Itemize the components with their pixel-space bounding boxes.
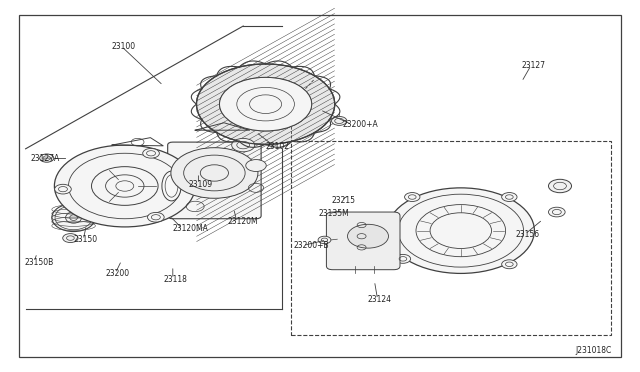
Circle shape bbox=[502, 193, 517, 202]
Circle shape bbox=[54, 184, 71, 194]
Circle shape bbox=[348, 224, 388, 248]
Text: 23150B: 23150B bbox=[24, 258, 54, 267]
Ellipse shape bbox=[52, 204, 95, 231]
Text: 23156: 23156 bbox=[515, 230, 540, 239]
Text: 23102: 23102 bbox=[266, 142, 289, 151]
Text: 23150: 23150 bbox=[74, 235, 98, 244]
Text: 23124: 23124 bbox=[368, 295, 392, 304]
FancyBboxPatch shape bbox=[326, 212, 400, 270]
Text: 23118: 23118 bbox=[163, 275, 187, 283]
Circle shape bbox=[548, 207, 565, 217]
Text: 23200: 23200 bbox=[106, 269, 130, 278]
Circle shape bbox=[396, 254, 411, 263]
FancyBboxPatch shape bbox=[168, 142, 261, 219]
Circle shape bbox=[220, 77, 312, 131]
Circle shape bbox=[232, 138, 255, 152]
Circle shape bbox=[147, 212, 164, 222]
Text: J231018C: J231018C bbox=[575, 346, 611, 355]
Text: 23120M: 23120M bbox=[227, 217, 258, 226]
Circle shape bbox=[143, 148, 159, 158]
Circle shape bbox=[548, 179, 572, 193]
Text: 23135M: 23135M bbox=[319, 209, 349, 218]
Circle shape bbox=[171, 148, 258, 198]
Circle shape bbox=[220, 77, 312, 131]
Circle shape bbox=[318, 236, 331, 244]
Text: 23120MA: 23120MA bbox=[173, 224, 209, 233]
Text: 23100: 23100 bbox=[112, 42, 136, 51]
Circle shape bbox=[502, 260, 517, 269]
Circle shape bbox=[196, 64, 335, 144]
Text: 23127A: 23127A bbox=[31, 154, 60, 163]
Circle shape bbox=[387, 188, 534, 273]
Circle shape bbox=[332, 116, 347, 125]
Text: 23127: 23127 bbox=[522, 61, 545, 70]
Text: 23109: 23109 bbox=[189, 180, 213, 189]
Text: 23200+B: 23200+B bbox=[293, 241, 329, 250]
Circle shape bbox=[63, 234, 78, 243]
Text: 23215: 23215 bbox=[332, 196, 356, 205]
Ellipse shape bbox=[162, 171, 181, 201]
Bar bbox=[291, 141, 611, 335]
Circle shape bbox=[404, 193, 420, 202]
Text: 23200+A: 23200+A bbox=[342, 120, 378, 129]
Circle shape bbox=[54, 145, 195, 227]
Circle shape bbox=[246, 160, 266, 171]
